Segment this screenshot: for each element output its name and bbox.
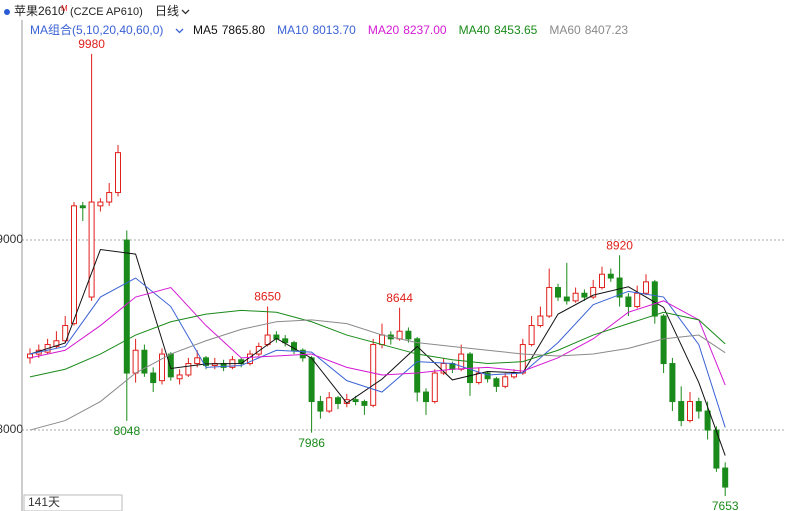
candle-body bbox=[106, 192, 113, 203]
candle-body bbox=[643, 281, 649, 294]
candle-body bbox=[687, 401, 693, 422]
period[interactable]: 日线 bbox=[155, 4, 179, 18]
symbol: (CZCE AP610) bbox=[70, 6, 143, 18]
candle-body bbox=[695, 401, 702, 412]
candle-body bbox=[282, 338, 289, 344]
candle-body bbox=[555, 287, 561, 298]
candle-body bbox=[590, 287, 597, 298]
legend-value: 8013.70 bbox=[312, 23, 356, 37]
candle-body bbox=[185, 363, 192, 376]
candle-body bbox=[123, 239, 130, 374]
candle-body bbox=[572, 292, 579, 302]
candle-body bbox=[722, 467, 729, 488]
candle-body bbox=[194, 357, 201, 365]
title-mark: M bbox=[61, 4, 68, 13]
candle-body bbox=[150, 372, 157, 384]
candle-body bbox=[132, 349, 139, 374]
candle-body bbox=[79, 205, 86, 209]
candle-body bbox=[502, 376, 509, 387]
candle-body bbox=[176, 374, 183, 380]
candle-body bbox=[326, 397, 333, 412]
candle-body bbox=[396, 330, 403, 340]
ma-line bbox=[29, 277, 726, 428]
candle-body bbox=[167, 353, 174, 378]
candle-body bbox=[651, 281, 658, 317]
y-tick-label: 8000 bbox=[0, 422, 23, 436]
extreme-label: 9980 bbox=[78, 37, 105, 51]
candle-body bbox=[53, 340, 60, 347]
candle-body bbox=[431, 372, 438, 403]
candle-body bbox=[414, 338, 421, 393]
candle-body bbox=[88, 201, 95, 298]
candle-body bbox=[255, 345, 262, 355]
candle-body bbox=[423, 391, 429, 403]
candle-body bbox=[599, 273, 605, 289]
candle-body bbox=[203, 357, 209, 366]
candle-body bbox=[704, 410, 711, 431]
legend-value: 7865.80 bbox=[222, 23, 266, 37]
footer: 141天 bbox=[28, 495, 60, 509]
symbol-dot bbox=[4, 9, 10, 15]
candle-body bbox=[405, 330, 412, 340]
candle-body bbox=[317, 401, 324, 412]
candle-body bbox=[528, 325, 535, 346]
candle-body bbox=[379, 334, 385, 346]
indicator[interactable]: MA组合(5,10,20,40,60,0) bbox=[30, 22, 163, 37]
period-chevron[interactable] bbox=[181, 9, 190, 15]
candle-body bbox=[678, 401, 685, 422]
candle-body bbox=[159, 353, 165, 382]
candle-body bbox=[519, 344, 526, 374]
extreme-label: 8650 bbox=[254, 290, 281, 304]
candle-body bbox=[581, 292, 588, 298]
candle-body bbox=[493, 378, 500, 387]
extreme-label: 8644 bbox=[386, 291, 413, 305]
candle-body bbox=[537, 315, 544, 327]
legend-name: MA10 bbox=[277, 23, 309, 37]
candle-body bbox=[370, 344, 377, 406]
candle-body bbox=[669, 363, 676, 403]
candle-body bbox=[97, 201, 104, 207]
extreme-label: 7986 bbox=[298, 436, 325, 450]
candle-body bbox=[62, 325, 69, 342]
candle-body bbox=[352, 399, 359, 403]
ma-line bbox=[29, 309, 726, 378]
ma-line bbox=[29, 286, 726, 386]
footer-box bbox=[23, 494, 123, 511]
candle-body bbox=[335, 397, 341, 404]
candle-body bbox=[361, 401, 368, 406]
candle-body bbox=[475, 372, 482, 384]
candle-body bbox=[484, 372, 491, 380]
y-tick-label: 9000 bbox=[0, 232, 23, 246]
extreme-label: 7653 bbox=[712, 499, 739, 511]
candle-body bbox=[308, 357, 315, 403]
indicator-chevron[interactable] bbox=[175, 28, 184, 34]
ma-line bbox=[29, 319, 726, 431]
candle-body bbox=[71, 205, 77, 325]
candle-body bbox=[115, 152, 121, 194]
legend-name: MA5 bbox=[193, 23, 218, 37]
legend-value: 8237.00 bbox=[403, 23, 447, 37]
extreme-label: 8048 bbox=[113, 424, 140, 438]
candle-body bbox=[625, 296, 632, 308]
candle-body bbox=[607, 273, 614, 279]
candle-body bbox=[546, 287, 553, 317]
legend-value: 8453.65 bbox=[494, 23, 538, 37]
legend-name: MA60 bbox=[549, 23, 581, 37]
extreme-label: 8920 bbox=[606, 238, 633, 252]
candle-body bbox=[634, 292, 641, 308]
candle-body bbox=[563, 296, 570, 302]
candle-body bbox=[616, 277, 623, 298]
title: 苹果2610 bbox=[14, 4, 65, 18]
candle-body bbox=[141, 349, 148, 374]
ma-line bbox=[29, 248, 726, 456]
legend-name: MA20 bbox=[368, 23, 400, 37]
legend-value: 8407.23 bbox=[585, 23, 629, 37]
legend-name: MA40 bbox=[459, 23, 491, 37]
